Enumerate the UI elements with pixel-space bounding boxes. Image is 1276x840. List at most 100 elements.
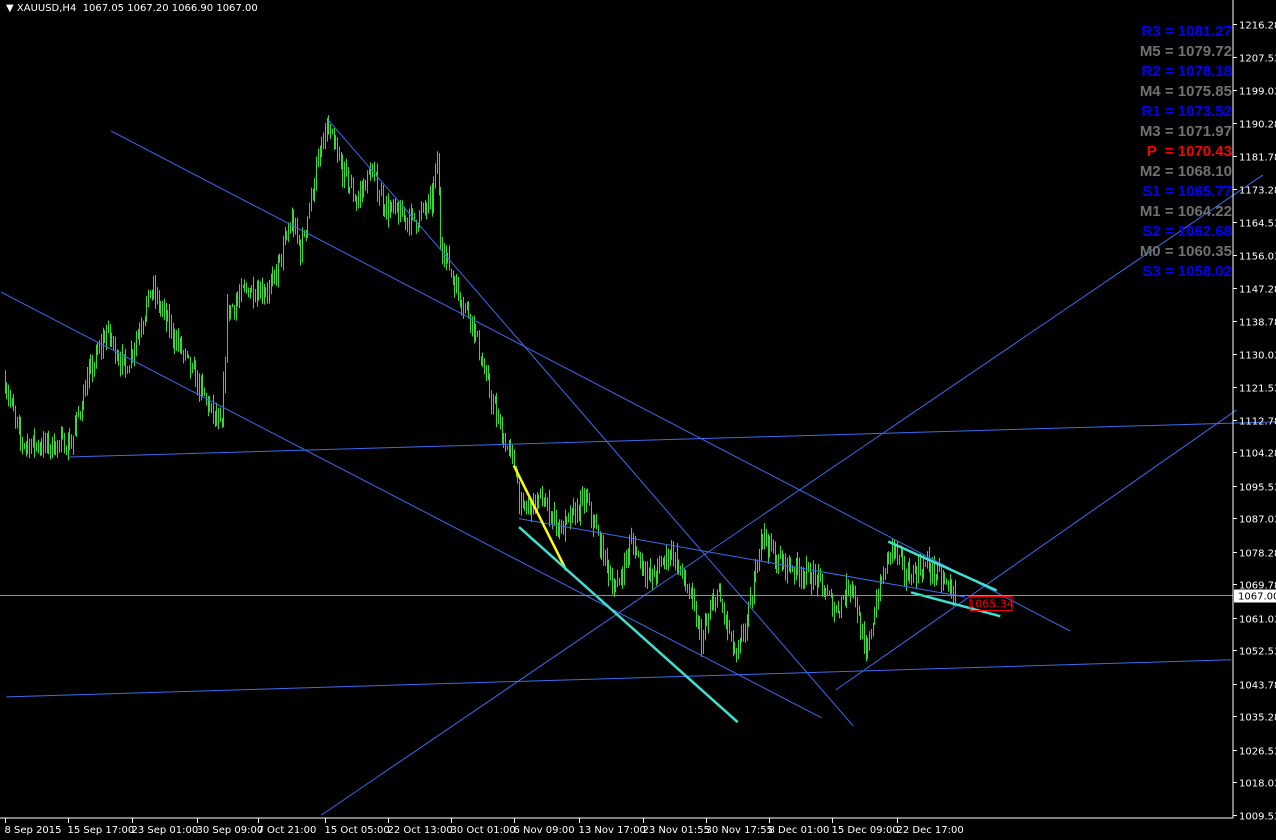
low-value: 1066.90: [171, 3, 214, 14]
x-tick-label: 22 Dec 17:00: [897, 825, 964, 836]
x-tick-label: 15 Sep 17:00: [68, 825, 135, 836]
pivot-value: 1068.10: [1177, 163, 1232, 180]
high-value: 1067.20: [127, 3, 169, 14]
cyan-trendline: [910, 591, 1001, 618]
pivot-m1: M1 = 1064.22: [1139, 203, 1232, 220]
pivot-label: M5: [1139, 43, 1161, 60]
y-tick-label: 1156.03: [1239, 252, 1276, 263]
pivot-s1: S1 = 1065.77: [1142, 183, 1232, 200]
y-axis-ticks: 1216.28 1207.53 1199.03 1190.28 1181.78 1173.…: [1233, 21, 1276, 823]
x-tick-label: 15 Oct 05:00: [325, 825, 390, 836]
y-tick-label: 1207.53: [1239, 54, 1276, 65]
pivot-label: S2: [1142, 223, 1161, 240]
dropdown-triangle-icon[interactable]: ▼: [6, 3, 17, 14]
y-tick-label: 1181.78: [1239, 153, 1276, 164]
y-tick-label: 1069.78: [1239, 581, 1276, 592]
blue-trendline: [6, 659, 1232, 698]
blue-trendline: [327, 119, 854, 727]
price-label-box: 1065.34: [968, 596, 1014, 611]
pivot-s2: S2 = 1062.68: [1142, 223, 1232, 240]
x-tick-label: 22 Oct 13:00: [388, 825, 453, 836]
blue-trendline: [0, 291, 822, 719]
x-tick-label: 30 Nov 17:55: [706, 825, 773, 836]
pivot-m3: M3 = 1071.97: [1139, 123, 1232, 140]
pivot-value: 1081.27: [1177, 23, 1232, 40]
y-tick-label: 1190.28: [1239, 120, 1276, 131]
pivot-r1: R1 = 1073.52: [1141, 103, 1232, 120]
pivot-value: 1071.97: [1177, 123, 1232, 140]
y-tick-label: 1173.28: [1239, 186, 1276, 197]
y-tick-label: 1138.78: [1239, 318, 1276, 329]
pivot-p: P = 1070.43: [1146, 143, 1232, 160]
pivot-value: 1060.35: [1177, 243, 1232, 260]
pivot-m0: M0 = 1060.35: [1139, 243, 1232, 260]
close-value: 1067.00: [216, 3, 258, 14]
pivot-r3: R3 = 1081.27: [1141, 23, 1232, 40]
pivot-label: R1: [1141, 103, 1161, 120]
x-tick-label: 8 Sep 2015: [5, 825, 62, 836]
y-tick-label: 1199.03: [1239, 87, 1276, 98]
blue-trendline: [111, 130, 1071, 632]
pivot-value: 1079.72: [1177, 43, 1232, 60]
x-tick-label: 30 Oct 01:00: [451, 825, 516, 836]
symbol-label: XAUUSD,H4: [16, 3, 77, 14]
pivot-value: 1062.68: [1177, 223, 1232, 240]
pivot-label: M0: [1139, 243, 1161, 260]
current-price-value: 1067.00: [1238, 592, 1276, 603]
yellow-trendline: [512, 464, 568, 571]
y-tick-label: 1035.28: [1239, 713, 1276, 724]
current-price-tag: 1067.00: [1234, 589, 1276, 603]
y-tick-label: 1121.53: [1239, 384, 1276, 395]
y-tick-label: 1061.03: [1239, 615, 1276, 626]
pivot-value: 1064.22: [1177, 203, 1232, 220]
pivot-m5: M5 = 1079.72: [1139, 43, 1232, 60]
y-tick-label: 1112.78: [1239, 417, 1276, 428]
pivot-value: 1073.52: [1177, 103, 1232, 120]
chart-header: ▼ XAUUSD,H4 1067.05 1067.20 1066.90 1067…: [6, 3, 258, 14]
pivot-value: 1078.18: [1177, 63, 1232, 80]
pivot-label: M2: [1139, 163, 1161, 180]
y-tick-label: 1052.53: [1239, 647, 1276, 658]
blue-trendline: [518, 518, 966, 598]
pivot-label: S1: [1142, 183, 1161, 200]
blue-trendline: [835, 409, 1237, 691]
y-tick-label: 1009.53: [1239, 812, 1276, 823]
trendlines: [0, 119, 1276, 816]
x-tick-label: 7 Oct 21:00: [258, 825, 317, 836]
pivot-value: 1075.85: [1177, 83, 1232, 100]
pivot-label: R3: [1141, 23, 1161, 40]
y-tick-label: 1147.28: [1239, 285, 1276, 296]
pivot-label: M4: [1139, 83, 1161, 100]
pivot-r2: R2 = 1078.18: [1141, 63, 1232, 80]
ohlc-bars: [5, 115, 956, 663]
x-tick-label: 23 Nov 01:55: [643, 825, 710, 836]
y-tick-label: 1104.28: [1239, 449, 1276, 460]
pivot-value: 1065.77: [1177, 183, 1232, 200]
x-tick-label: 15 Dec 09:00: [832, 825, 899, 836]
pivot-label: R2: [1141, 63, 1161, 80]
cyan-trendline: [518, 526, 739, 724]
x-tick-label: 23 Sep 01:00: [132, 825, 199, 836]
pivot-label: P: [1146, 143, 1161, 160]
x-tick-label: 8 Dec 01:00: [769, 825, 830, 836]
y-tick-label: 1043.78: [1239, 681, 1276, 692]
pivot-label: M1: [1139, 203, 1161, 220]
y-tick-label: 1164.53: [1239, 219, 1276, 230]
pivot-label: S3: [1142, 263, 1161, 280]
y-tick-label: 1095.53: [1239, 483, 1276, 494]
pivot-m4: M4 = 1075.85: [1139, 83, 1232, 100]
y-tick-label: 1078.28: [1239, 549, 1276, 560]
y-tick-label: 1018.03: [1239, 779, 1276, 790]
x-tick-label: 6 Nov 09:00: [514, 825, 575, 836]
pivot-label: M3: [1139, 123, 1161, 140]
y-tick-label: 1087.03: [1239, 515, 1276, 526]
pivot-value: 1070.43: [1177, 143, 1232, 160]
blue-trendline: [320, 174, 1264, 816]
pivot-m2: M2 = 1068.10: [1139, 163, 1232, 180]
pivot-levels-panel: R3 = 1081.27 M5 = 1079.72 R2 = 1078.18 M4 =…: [1100, 22, 1232, 282]
price-label: 1065.34: [968, 598, 1014, 611]
blue-trendline: [69, 421, 1276, 458]
y-tick-label: 1026.53: [1239, 747, 1276, 758]
